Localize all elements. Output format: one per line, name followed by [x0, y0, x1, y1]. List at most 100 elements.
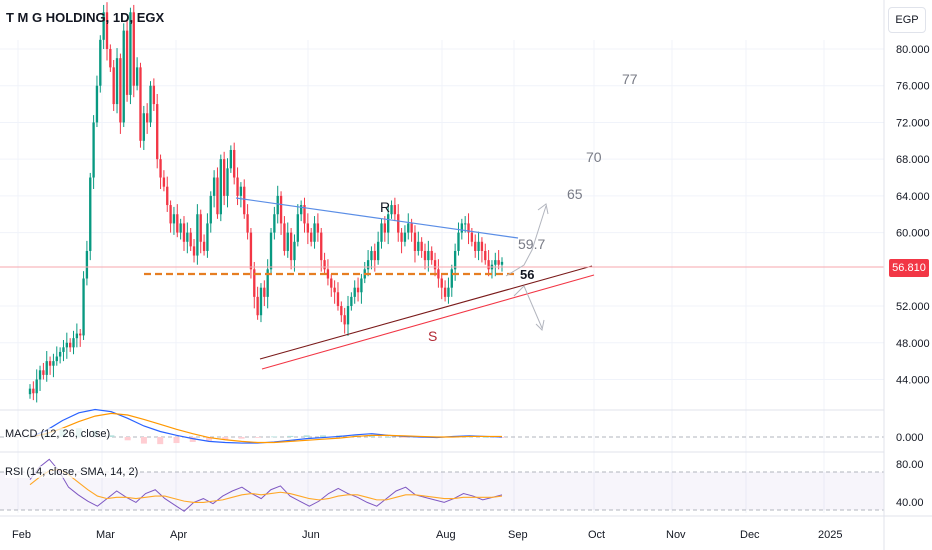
- candle-body: [226, 168, 229, 196]
- time-axis-label: Feb: [12, 529, 31, 541]
- candle-body: [72, 338, 75, 348]
- candle-body: [323, 260, 326, 270]
- candle-body: [370, 250, 373, 261]
- candle-body: [139, 67, 142, 141]
- support-trendline-lower[interactable]: [261, 274, 595, 370]
- candle-body: [115, 58, 119, 105]
- projection-up-arrowhead: [537, 203, 549, 215]
- candle-body: [95, 85, 99, 123]
- candle-body: [450, 269, 453, 288]
- drawing-tools[interactable]: R S 59.7 56 65 70 77: [0, 71, 884, 370]
- macd-label: MACD (12, 26, close): [5, 428, 111, 440]
- candle-body: [125, 30, 129, 95]
- candle-body: [179, 223, 182, 233]
- projection-down-arrowhead: [535, 319, 545, 332]
- candle-body: [440, 278, 443, 288]
- candle-body: [199, 214, 202, 242]
- candle-body: [336, 292, 340, 307]
- candle-body: [366, 260, 370, 270]
- candle-body: [353, 287, 356, 297]
- candle-body: [500, 261, 504, 265]
- candle-body: [233, 149, 236, 178]
- candle-body: [400, 232, 403, 242]
- time-axis-label: Mar: [96, 529, 115, 541]
- candle-body: [229, 149, 233, 169]
- candle-body: [92, 122, 95, 178]
- candle-body: [333, 287, 336, 293]
- candle-body: [68, 342, 72, 348]
- currency-button[interactable]: EGP: [888, 7, 926, 33]
- candle-body: [393, 205, 397, 215]
- candle-body: [430, 250, 433, 261]
- candle-body: [340, 306, 343, 316]
- candle-body: [48, 361, 52, 366]
- support-trendline-upper[interactable]: [259, 265, 593, 360]
- rsi-axis-label: 80.00: [896, 459, 924, 471]
- candle-body: [293, 241, 296, 261]
- candle-body: [142, 113, 145, 141]
- candle-body: [82, 278, 85, 336]
- candle-body: [162, 177, 166, 187]
- candle-body: [320, 232, 323, 261]
- last-price-tag: 56.810: [889, 259, 929, 277]
- candle-body: [467, 223, 470, 233]
- candle-body: [79, 333, 82, 336]
- candle-body: [487, 260, 490, 270]
- candle-body: [239, 186, 243, 196]
- candle-body: [427, 250, 430, 261]
- candle-body: [85, 250, 89, 279]
- price-axis-label: 68.000: [896, 154, 930, 166]
- candle-body: [156, 104, 159, 160]
- candle-body: [313, 223, 316, 242]
- candle-body: [403, 232, 407, 242]
- candle-body: [35, 379, 38, 394]
- candle-body: [243, 186, 246, 215]
- candle-body: [129, 12, 132, 95]
- annotation-s: S: [428, 328, 437, 344]
- candle-body: [42, 370, 45, 375]
- candle-body: [263, 287, 266, 297]
- macd-histogram-bar: [303, 435, 310, 437]
- candle-body: [484, 250, 487, 261]
- resistance-trendline[interactable]: [235, 197, 519, 239]
- candle-body: [410, 223, 413, 233]
- candle-body: [316, 223, 320, 233]
- candle-body: [246, 214, 249, 233]
- candle-body: [420, 241, 423, 251]
- candle-body: [109, 49, 112, 68]
- candle-body: [149, 85, 152, 123]
- candle-body: [259, 287, 263, 316]
- candle-body: [132, 12, 135, 86]
- candle-body: [166, 186, 169, 206]
- rsi-band: [0, 472, 884, 510]
- candle-body: [176, 214, 179, 233]
- time-axis-label: Sep: [508, 529, 528, 541]
- price-axis-label: 76.000: [896, 81, 930, 93]
- candle-body: [457, 232, 460, 251]
- price-axis-label: 48.000: [896, 338, 930, 350]
- macd-histogram-bar: [157, 437, 164, 445]
- candle-body: [437, 269, 440, 279]
- candle-body: [209, 195, 212, 224]
- macd-histogram-bar: [482, 437, 489, 438]
- projection-up-path[interactable]: [505, 205, 547, 277]
- macd-histogram-bar: [108, 435, 115, 437]
- time-axis-label: Apr: [170, 529, 187, 541]
- candle-body: [102, 12, 105, 40]
- price-axis[interactable]: 80.000 76.000 72.000 68.000 64.000 60.000 52.0…: [896, 44, 930, 386]
- candle-body: [276, 195, 279, 215]
- projection-down-path[interactable]: [513, 285, 543, 329]
- candle-body: [196, 214, 199, 256]
- rsi-label: RSI (14, close, SMA, 14, 2): [5, 466, 139, 478]
- candle-body: [219, 159, 222, 215]
- macd-histogram-bar: [173, 437, 180, 444]
- macd-histogram-bar: [319, 435, 326, 437]
- rsi-sma-line: [29, 468, 503, 503]
- candle-body: [189, 232, 192, 247]
- candle-body: [373, 250, 376, 261]
- time-axis-label: Oct: [588, 529, 605, 541]
- candle-body: [52, 361, 55, 366]
- candle-body: [273, 214, 276, 233]
